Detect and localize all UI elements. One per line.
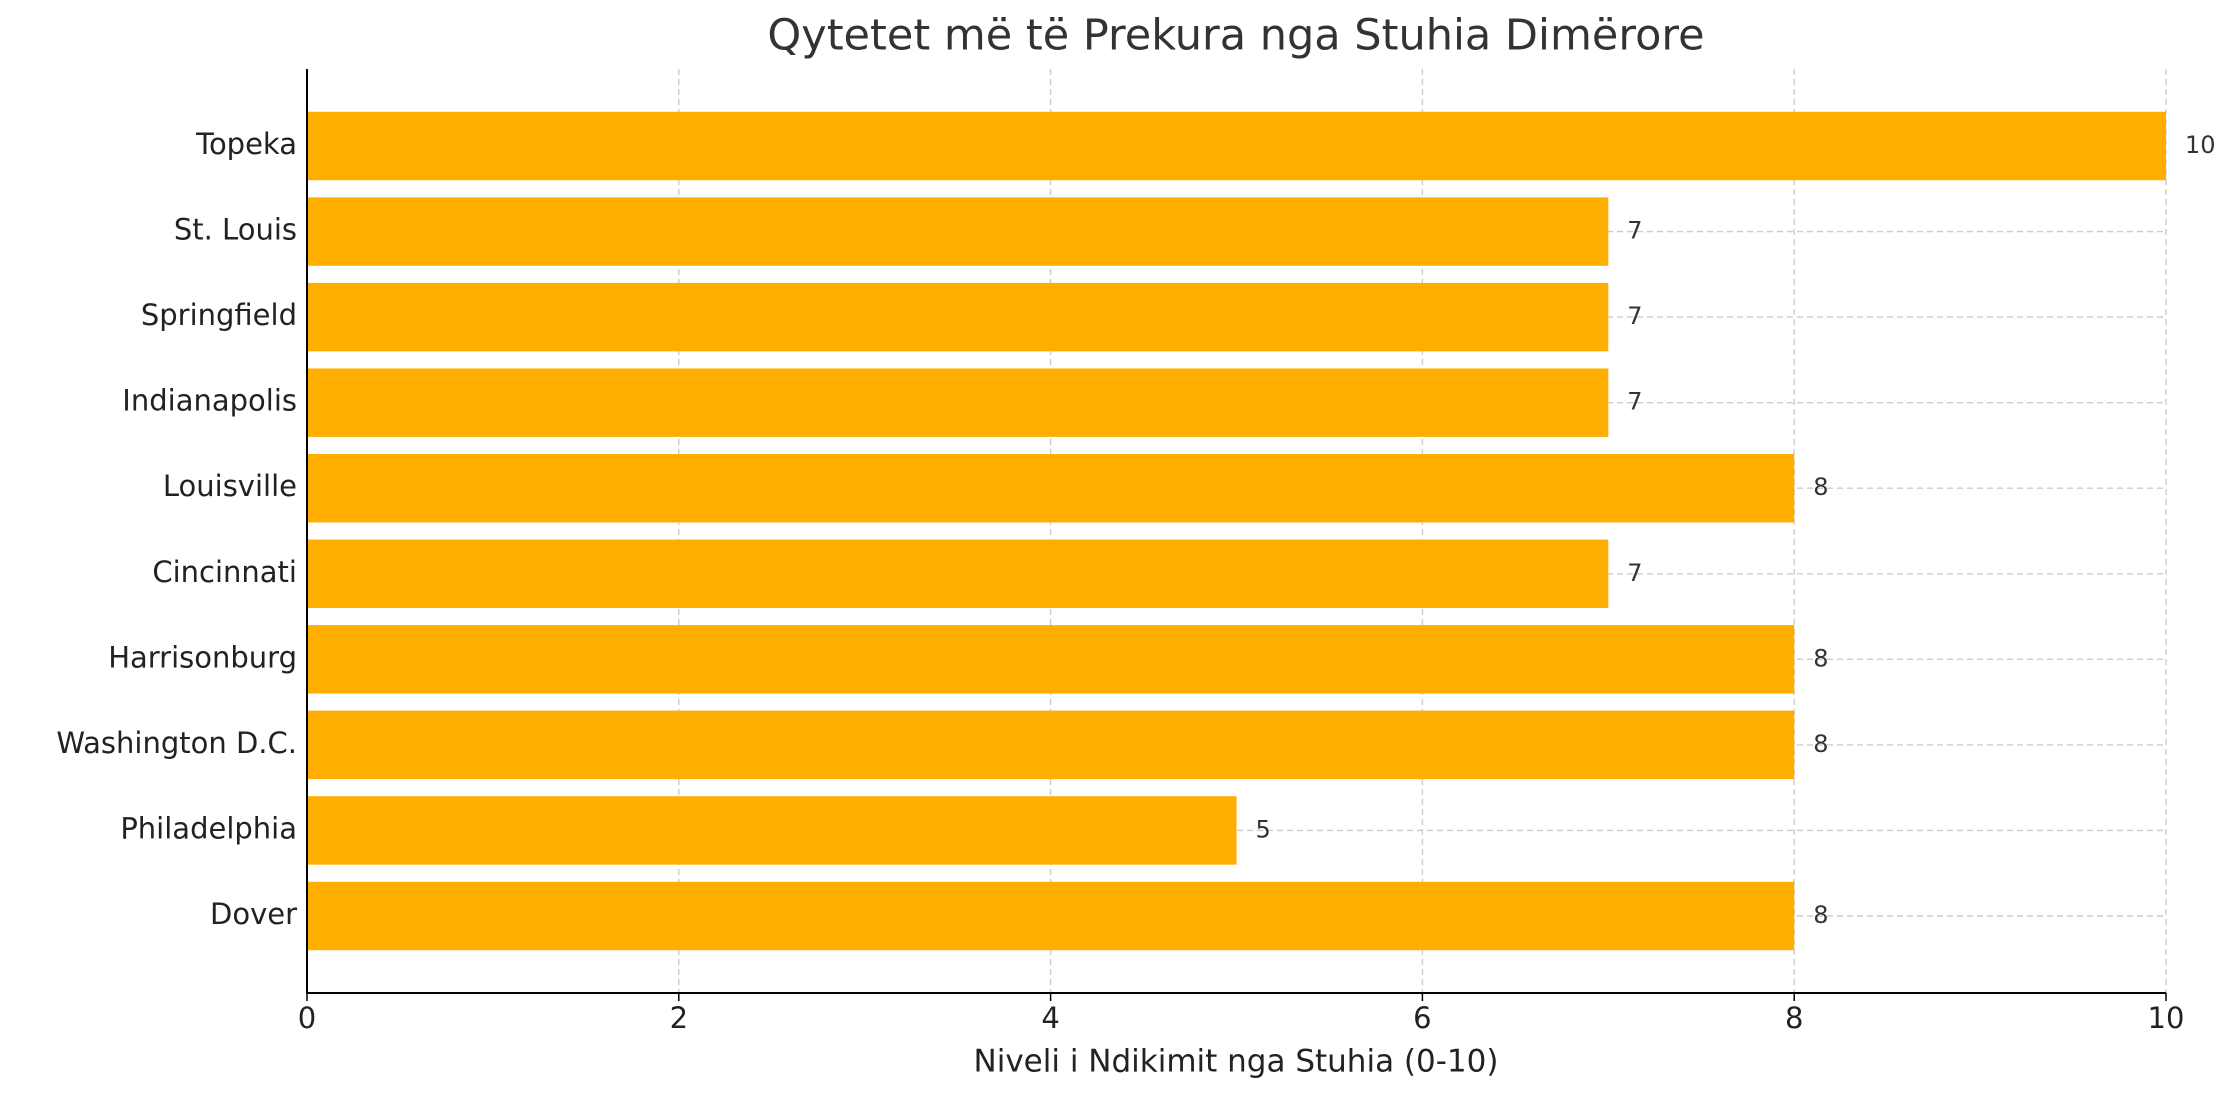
x-tick-label: 0 <box>298 1001 316 1035</box>
value-label: 10 <box>2185 131 2216 159</box>
bar <box>307 111 2166 181</box>
y-tick-label: Louisville <box>163 469 297 503</box>
bar <box>307 710 1795 780</box>
y-tick-label: Cincinnati <box>152 555 297 589</box>
x-tick-label: 4 <box>1041 1001 1059 1035</box>
y-tick-label: Philadelphia <box>120 811 297 845</box>
y-tick-label: Springfield <box>141 298 297 332</box>
value-label: 8 <box>1813 730 1828 758</box>
y-tick-label: Topeka <box>195 127 297 161</box>
chart-title: Qytetet më të Prekura nga Stuhia Dimëror… <box>767 11 1704 61</box>
value-label: 7 <box>1627 559 1642 587</box>
x-tick-label: 2 <box>670 1001 688 1035</box>
bar <box>307 539 1609 608</box>
bar <box>307 625 1795 694</box>
value-label: 8 <box>1813 473 1828 501</box>
y-tick-label: St. Louis <box>174 213 297 247</box>
bar <box>307 282 1609 352</box>
value-label: 8 <box>1813 901 1828 929</box>
bar <box>307 796 1237 865</box>
value-label: 7 <box>1627 217 1642 245</box>
bar <box>307 368 1609 437</box>
bar <box>307 454 1795 523</box>
x-axis-label: Niveli i Ndikimit nga Stuhia (0-10) <box>974 1044 1499 1080</box>
y-tick-label: Harrisonburg <box>108 640 297 674</box>
x-tick-label: 10 <box>2148 1001 2185 1035</box>
value-label: 8 <box>1813 644 1828 672</box>
value-label: 7 <box>1627 302 1642 330</box>
y-tick-label: Indianapolis <box>122 384 297 418</box>
x-tick-label: 8 <box>1785 1001 1803 1035</box>
bar <box>307 197 1609 266</box>
value-label: 7 <box>1627 388 1642 416</box>
x-tick-label: 6 <box>1413 1001 1431 1035</box>
y-tick-label: Washington D.C. <box>56 726 297 760</box>
value-label: 5 <box>1256 815 1271 843</box>
bar <box>307 881 1795 951</box>
y-tick-label: Dover <box>210 897 297 931</box>
